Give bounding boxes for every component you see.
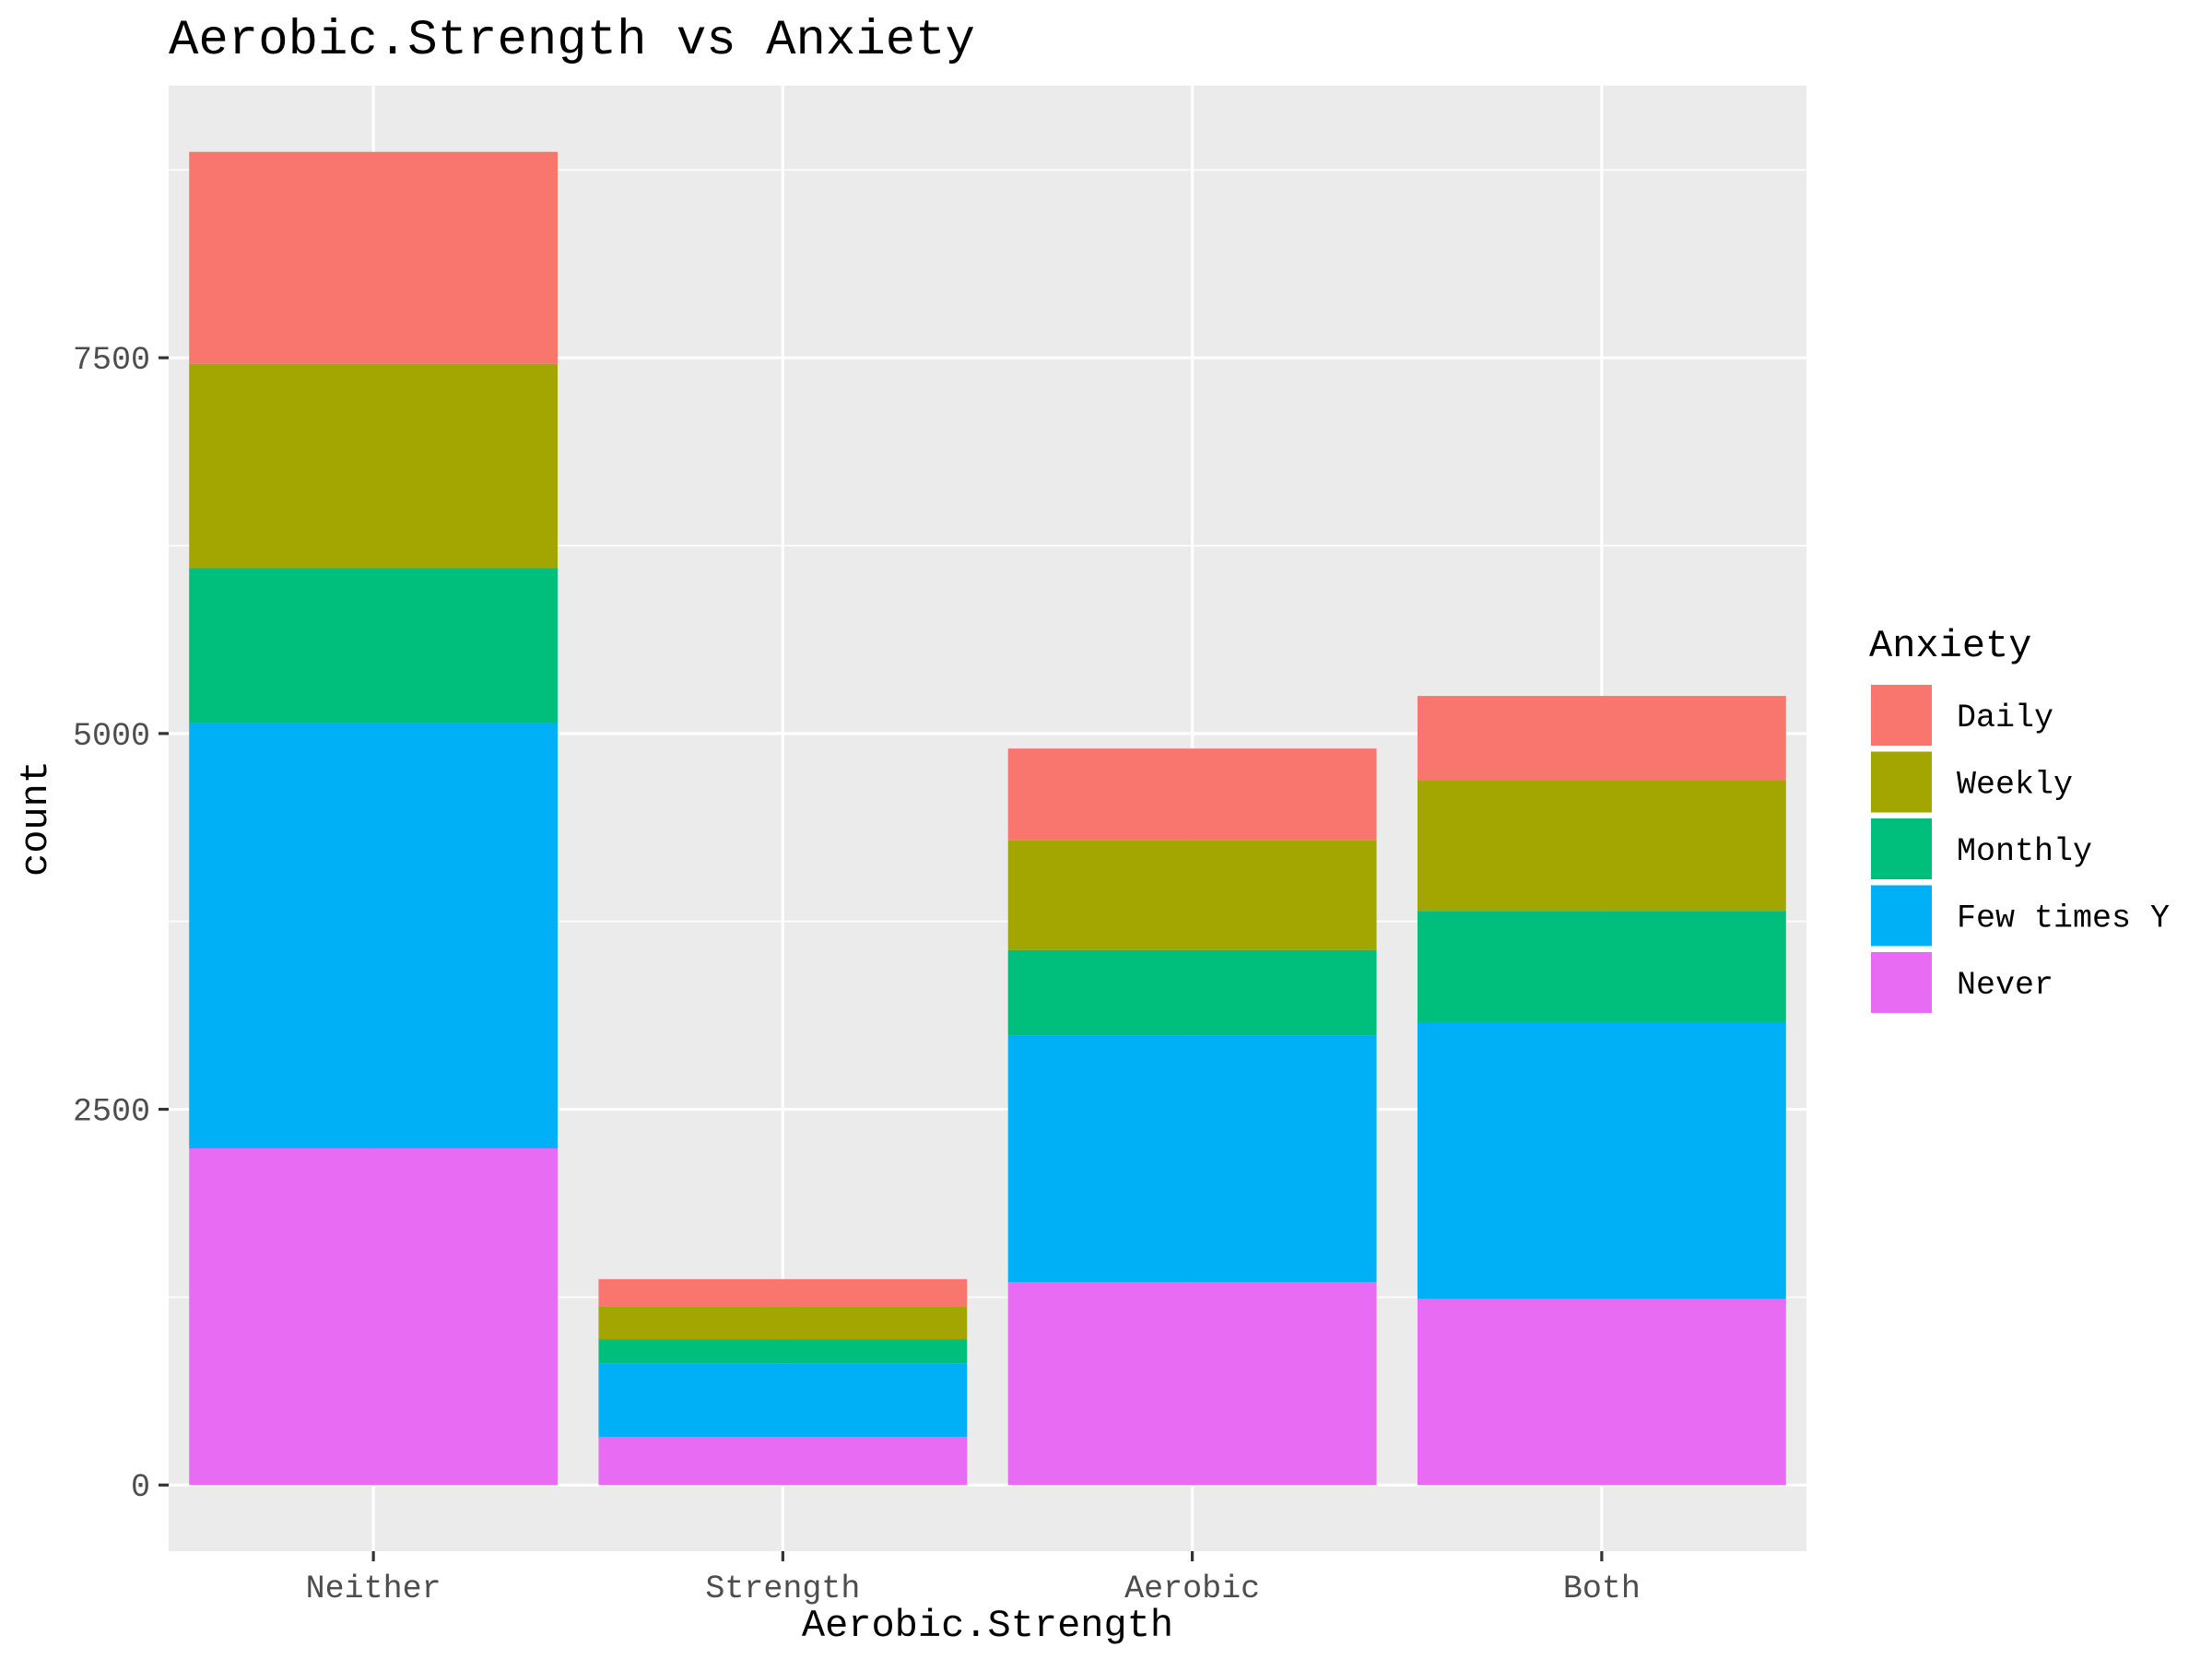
bar-segment-aerobic-never	[1007, 1282, 1377, 1486]
x-tick-label: Strength	[705, 1571, 860, 1607]
bar-segment-aerobic-weekly	[1007, 840, 1377, 950]
bar-segment-both-daily	[1417, 696, 1786, 781]
x-tick-label: Both	[1563, 1571, 1641, 1607]
legend-key-monthly	[1869, 817, 1934, 881]
legend: Anxiety Daily Weekly Monthly Few times Y Nev…	[1869, 624, 2170, 1015]
bar-segment-neither-never	[189, 1147, 559, 1486]
bar-segment-strength-weekly	[598, 1306, 968, 1340]
y-tick-label: 7500	[73, 342, 150, 379]
bar-segment-aerobic-daily	[1007, 748, 1377, 841]
legend-key-daily	[1869, 683, 1934, 747]
legend-label: Few times Y	[1957, 900, 2170, 937]
x-tick-label: Aerobic	[1124, 1571, 1260, 1607]
bar-segment-strength-monthly	[598, 1339, 968, 1364]
x-axis-title: Aerobic.Strength	[802, 1604, 1173, 1648]
bar-segment-strength-never	[598, 1437, 968, 1486]
legend-label: Weekly	[1957, 767, 2073, 804]
legend-label: Monthly	[1957, 833, 2092, 870]
y-tick-label: 0	[131, 1469, 150, 1506]
bar-segment-strength-few-times-y	[598, 1363, 968, 1438]
chart-title: Aerobic.Strength vs Anxiety	[169, 13, 975, 69]
axes: 0 2500 5000 7500 Neither Strength Aerobic Both	[73, 342, 1641, 1607]
bar-segment-neither-daily	[189, 151, 559, 364]
bar-segment-neither-monthly	[189, 568, 559, 724]
y-axis-title: count	[14, 760, 58, 877]
legend-label: Never	[1957, 967, 2053, 1004]
x-tick-label: Neither	[306, 1571, 441, 1607]
legend-title: Anxiety	[1869, 624, 2031, 668]
legend-key-few-times-y	[1869, 883, 1934, 948]
bar-segment-both-monthly	[1417, 911, 1786, 1022]
legend-key-never	[1869, 950, 1934, 1015]
bar-segment-neither-weekly	[189, 363, 559, 569]
y-tick-label: 5000	[73, 718, 150, 755]
bar-segment-strength-daily	[598, 1278, 968, 1307]
legend-label: Daily	[1957, 700, 2053, 736]
bar-segment-both-never	[1417, 1299, 1786, 1486]
y-tick-label: 2500	[73, 1094, 150, 1131]
bar-segment-aerobic-monthly	[1007, 949, 1377, 1036]
bar-segment-both-weekly	[1417, 780, 1786, 912]
bar-segment-aerobic-few-times-y	[1007, 1035, 1377, 1283]
legend-key-weekly	[1869, 749, 1934, 815]
bar-segment-neither-few-times-y	[189, 723, 559, 1148]
bar-segment-both-few-times-y	[1417, 1021, 1786, 1300]
bars	[189, 151, 1786, 1486]
